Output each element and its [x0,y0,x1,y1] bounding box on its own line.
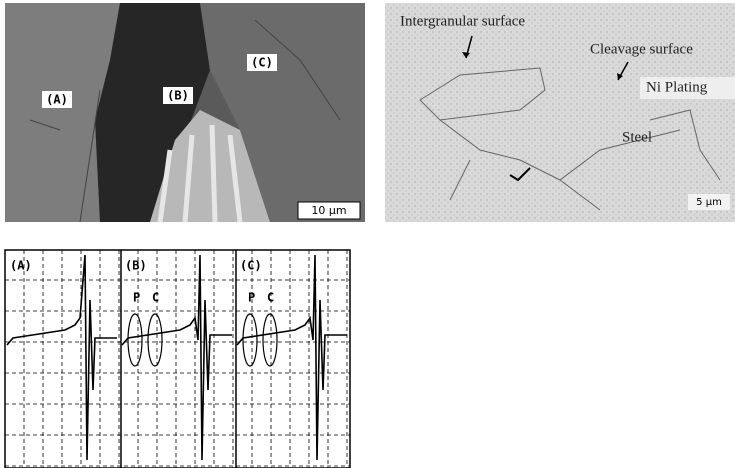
region-label: (B) [167,89,189,103]
annotation: Steel [622,129,652,145]
marker-label: C [267,291,274,305]
trace-label: (B) [125,259,147,273]
marker-label: P [248,291,255,305]
region-label: (A) [46,93,68,107]
waveform-panel: (A) (B) (C) P C P C [5,250,350,468]
marker-label: P [133,291,140,305]
scale-bar: 5 μm [696,197,722,208]
marker-label: C [152,291,159,305]
region-label: (C) [251,56,273,70]
annotation: Ni Plating [646,79,708,95]
sketch-image: Intergranular surface Cleavage surface N… [385,3,735,222]
annotation: Intergranular surface [400,13,525,29]
annotation: Cleavage surface [590,41,693,57]
sem-image: (A) (B) (C) 10 μm [5,3,365,222]
trace-label: (C) [240,259,262,273]
scale-bar: 10 μm [311,204,346,217]
trace-label: (A) [10,259,32,273]
figure: (A) (B) (C) 10 μm Intergranular surface … [0,0,735,468]
